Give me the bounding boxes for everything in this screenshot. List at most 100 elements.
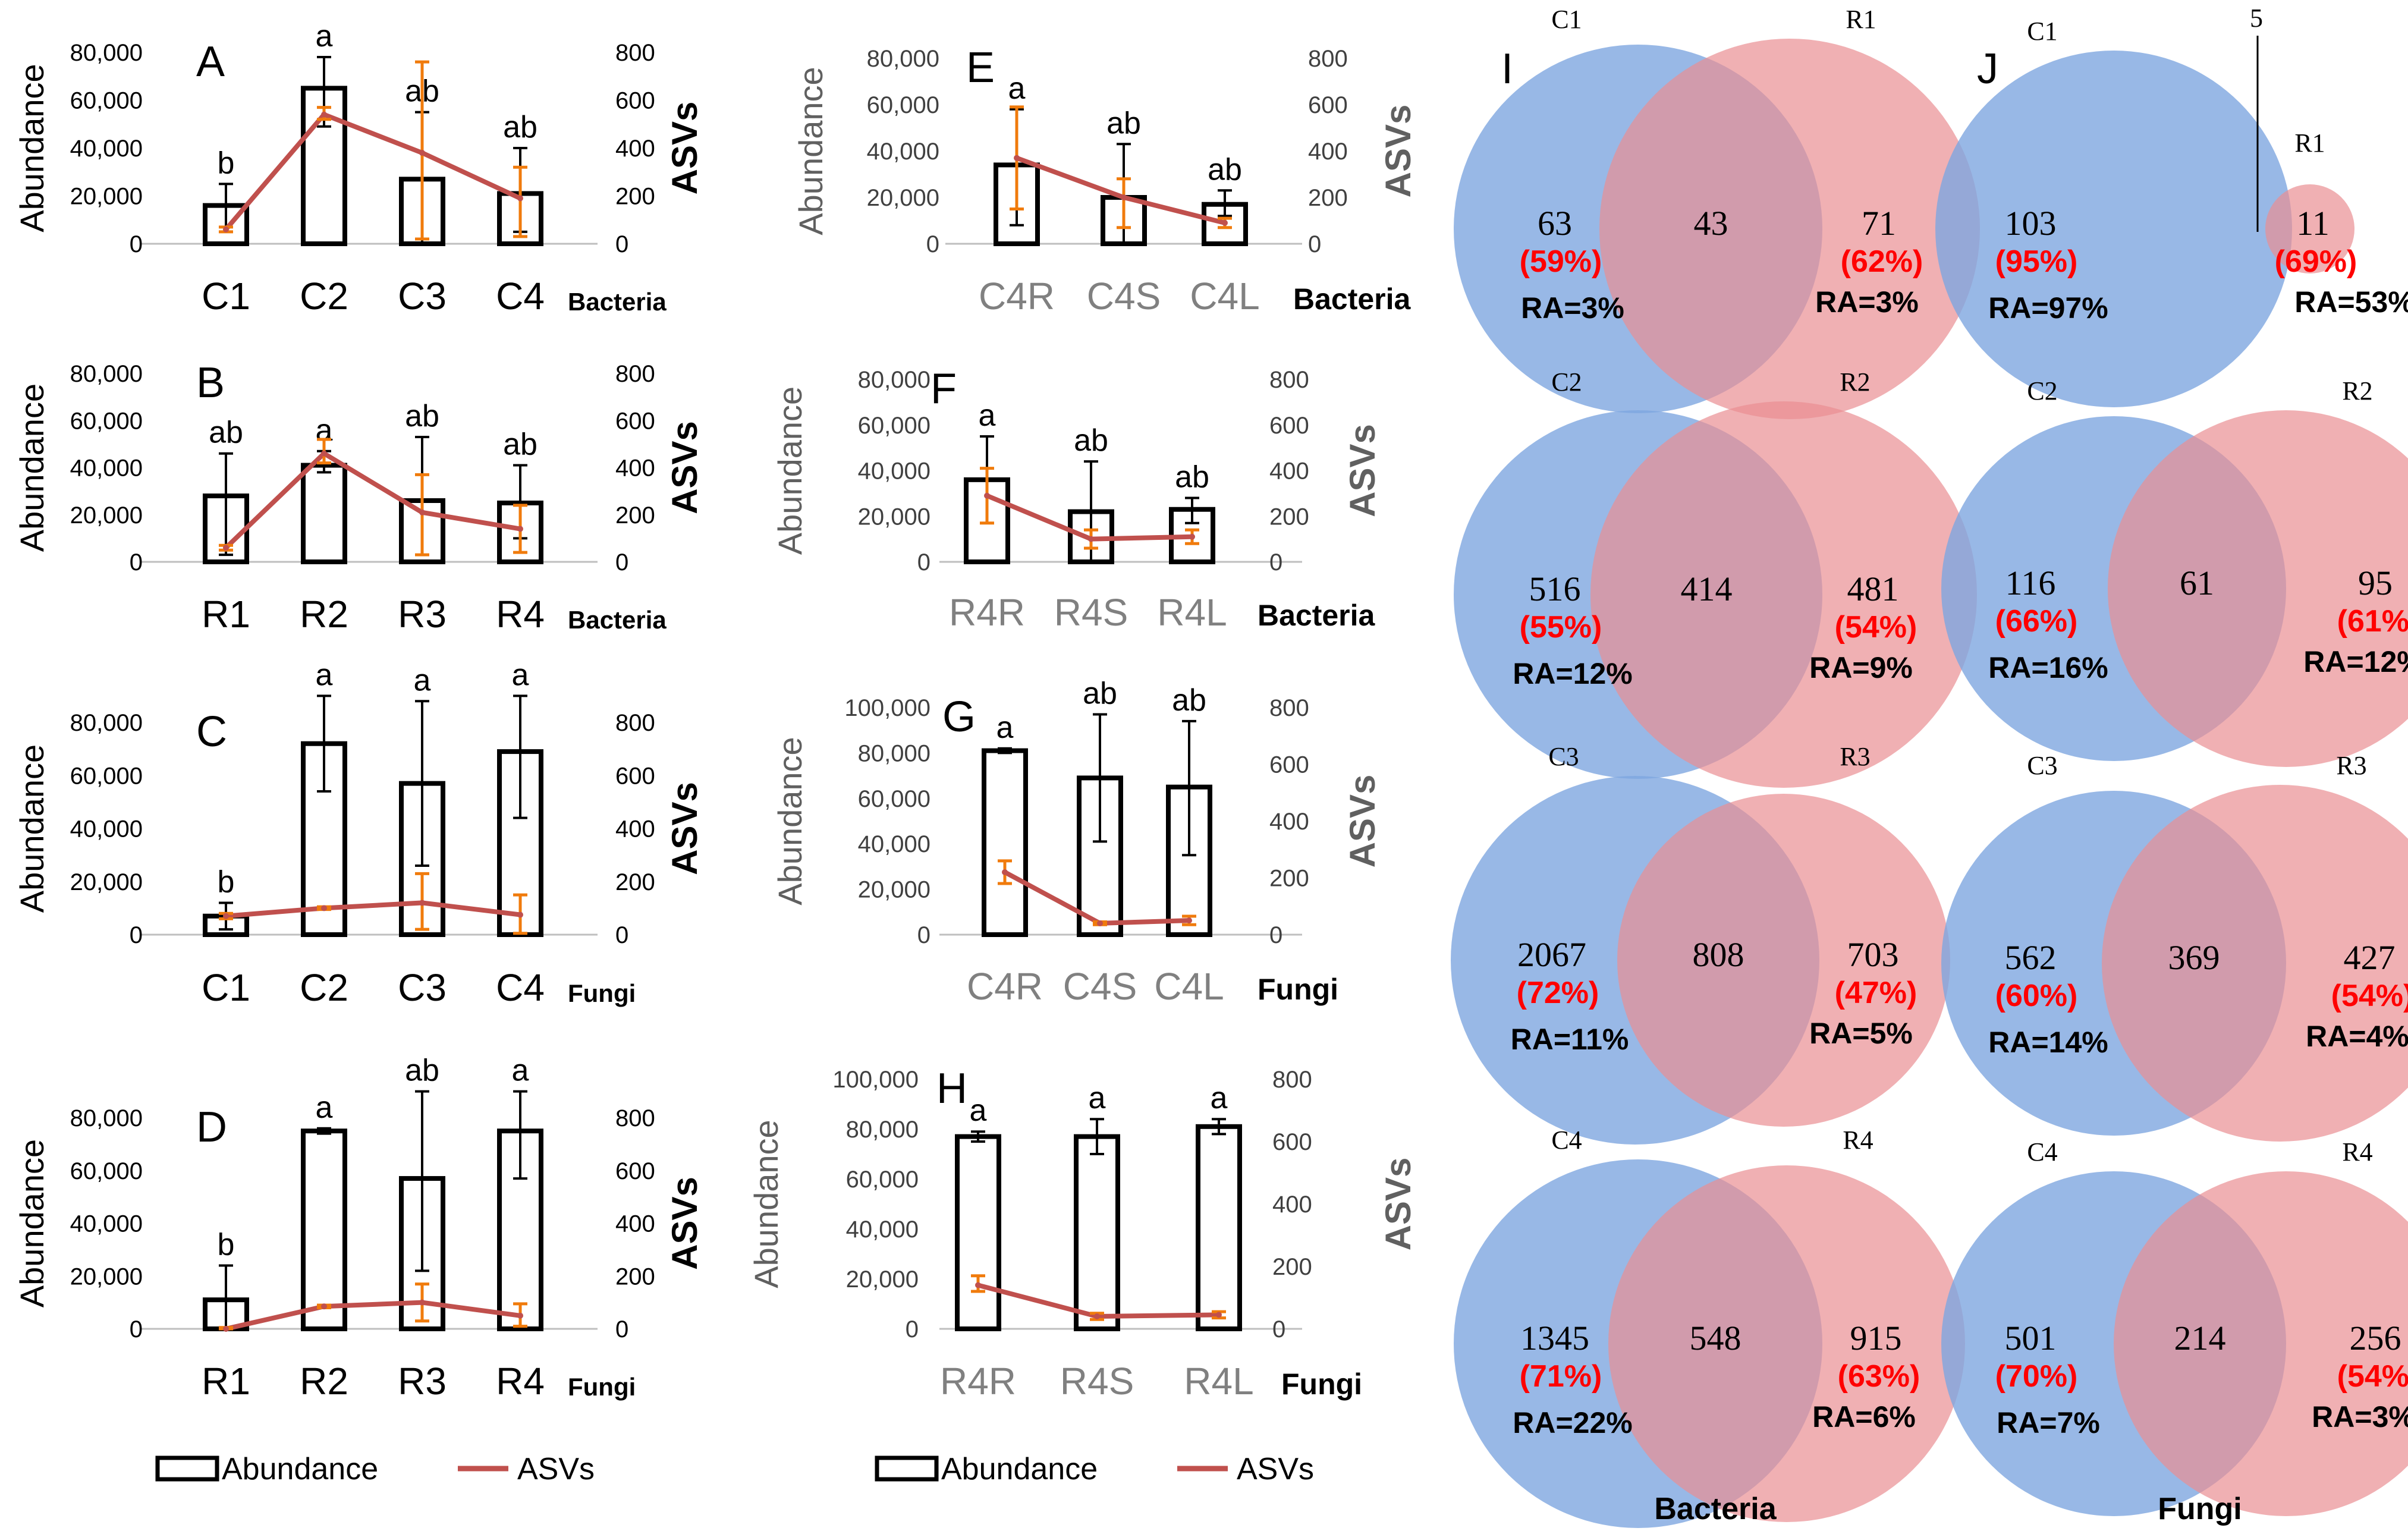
venn-left-pct: (60%) xyxy=(1995,979,2078,1013)
kingdom-label: Bacteria xyxy=(1293,282,1412,316)
asv-line xyxy=(224,111,521,231)
y-tick-label: 20,000 xyxy=(846,1266,919,1293)
x-tick-label: C2 xyxy=(300,275,348,317)
significance-letter: a xyxy=(1089,1081,1106,1115)
venn-circle-left xyxy=(1935,51,2292,407)
y-tick-label: 100,000 xyxy=(844,695,930,721)
asv-point xyxy=(984,492,990,499)
significance-letter: ab xyxy=(405,1054,439,1088)
y-tick-label: 20,000 xyxy=(858,504,930,530)
y-tick-label: 20,000 xyxy=(70,1263,143,1290)
asv-point xyxy=(1121,194,1127,200)
chart-panel-e: E 0 20,000 40,000 60,000 80,000 0 200 400 600 800 A… xyxy=(792,44,1418,317)
venn-right-ra: RA=12% xyxy=(2303,645,2408,678)
panel-letter: F xyxy=(930,365,957,413)
venn-right-ra: RA=3% xyxy=(2312,1400,2408,1433)
significance-letter: b xyxy=(218,864,235,899)
y-axis-title: Abundance xyxy=(13,383,51,552)
panel-letter: D xyxy=(196,1104,227,1151)
y-tick-label: 0 xyxy=(906,1316,919,1343)
abundance-bar xyxy=(982,748,1028,937)
y-tick-label: 0 xyxy=(130,922,143,948)
y-tick-label: 20,000 xyxy=(858,877,930,903)
y-tick-label: 40,000 xyxy=(858,831,930,857)
y-axis-title: Abundance xyxy=(13,64,51,232)
significance-letter: a xyxy=(970,1093,987,1128)
y2-tick-label: 200 xyxy=(1269,866,1309,892)
venn-diagram: C4 R4 501 214 256 (70%) (54%) RA=7% RA=3% xyxy=(1941,1137,2408,1516)
kingdom-label: Bacteria xyxy=(568,606,667,634)
venn-set-right-name: R4 xyxy=(1843,1126,1873,1155)
y2-tick-label: 400 xyxy=(1308,139,1348,165)
venn-right-pct: (69%) xyxy=(2275,244,2357,279)
significance-letter: a xyxy=(316,1090,333,1125)
venn-shared-count: 548 xyxy=(1690,1319,1741,1357)
venn-shared-count: 61 xyxy=(2180,564,2214,602)
venn-right-pct: (63%) xyxy=(1838,1359,1920,1394)
venn-shared-count: 808 xyxy=(1693,935,1744,974)
x-tick-label: R4 xyxy=(496,1360,545,1403)
significance-letter: ab xyxy=(1208,152,1242,187)
asv-point xyxy=(517,911,523,918)
venn-set-right-name: R1 xyxy=(1846,5,1876,34)
venn-diagram: C3 R3 562 369 427 (60%) (54%) RA=14% RA=4% xyxy=(1941,751,2408,1142)
asv-point xyxy=(1002,869,1008,875)
asv-point xyxy=(1094,1313,1100,1319)
asv-point xyxy=(223,1326,229,1332)
venn-circle-right xyxy=(1617,794,1950,1127)
y2-tick-label: 600 xyxy=(1269,752,1309,778)
venn-circle-right xyxy=(2102,785,2408,1142)
venn-left-ra: RA=11% xyxy=(1511,1023,1629,1056)
y2-tick-label: 200 xyxy=(615,869,655,895)
y-tick-label: 40,000 xyxy=(846,1216,919,1243)
venn-left-pct: (72%) xyxy=(1517,976,1599,1010)
y2-axis-title: ASVs xyxy=(1343,424,1382,517)
y-tick-label: 60,000 xyxy=(70,88,143,114)
venn-left-ra: RA=14% xyxy=(1988,1026,2108,1059)
venn-diagram: C1 R1 63 43 71 (59%) (62%) RA=3% RA=3% xyxy=(1454,5,1980,419)
venn-shared-count: 5 xyxy=(2250,4,2263,33)
significance-letter: ab xyxy=(1106,106,1141,140)
legend: Abundance ASVs xyxy=(875,1452,1314,1486)
y2-tick-label: 0 xyxy=(615,922,628,948)
significance-letter: a xyxy=(414,663,431,697)
significance-letter: ab xyxy=(1175,460,1209,495)
y2-tick-label: 200 xyxy=(615,1263,655,1290)
y2-axis-title: ASVs xyxy=(1378,105,1418,198)
asv-point xyxy=(223,913,229,919)
chart-panel-c: C 0 20,000 40,000 60,000 80,000 0 200 400 600 800 A… xyxy=(13,658,705,1009)
venn-shared-count: 369 xyxy=(2168,938,2220,977)
abundance-bar xyxy=(301,1128,347,1331)
significance-letter: a xyxy=(512,1054,529,1088)
venn-left-count: 501 xyxy=(2005,1319,2057,1357)
venn-right-pct: (54%) xyxy=(1835,610,1917,645)
x-tick-label: R4S xyxy=(1060,1360,1134,1403)
venn-right-ra: RA=5% xyxy=(1809,1017,1913,1050)
venn-right-pct: (61%) xyxy=(2337,604,2408,639)
venn-right-ra: RA=6% xyxy=(1812,1400,1916,1433)
venn-right-count: 11 xyxy=(2296,204,2330,243)
y2-axis-title: ASVs xyxy=(1378,1158,1418,1251)
y2-tick-label: 800 xyxy=(1269,695,1309,721)
x-tick-label: R3 xyxy=(398,593,447,636)
venn-left-pct: (95%) xyxy=(1995,244,2078,279)
x-tick-label: C4R xyxy=(979,275,1055,317)
significance-letter: a xyxy=(316,19,333,54)
kingdom-label: Bacteria xyxy=(1258,599,1376,632)
significance-letter: ab xyxy=(503,427,537,462)
y-tick-label: 80,000 xyxy=(867,46,939,72)
significance-letter: ab xyxy=(209,416,243,450)
x-tick-label: C4R xyxy=(967,965,1043,1008)
x-tick-label: R1 xyxy=(202,1360,250,1403)
chart-panel-f: F 0 20,000 40,000 60,000 80,000 0 200 400 600 800 A… xyxy=(771,365,1382,634)
asv-line xyxy=(224,450,521,550)
venn-diagram: C2 R2 516 414 481 (55%) (54%) RA=12% RA=9% xyxy=(1454,367,1977,788)
asv-line xyxy=(225,900,521,919)
venn-set-left-name: C2 xyxy=(1551,367,1582,397)
y-tick-label: 60,000 xyxy=(858,413,930,439)
y-tick-label: 0 xyxy=(130,1316,143,1343)
y-tick-label: 40,000 xyxy=(70,1211,143,1237)
venn-set-right-name: R3 xyxy=(1840,742,1870,771)
chart-panel-d: D 0 20,000 40,000 60,000 80,000 0 200 400 600 800 A… xyxy=(13,1054,705,1403)
venn-left-count: 103 xyxy=(2005,204,2057,243)
